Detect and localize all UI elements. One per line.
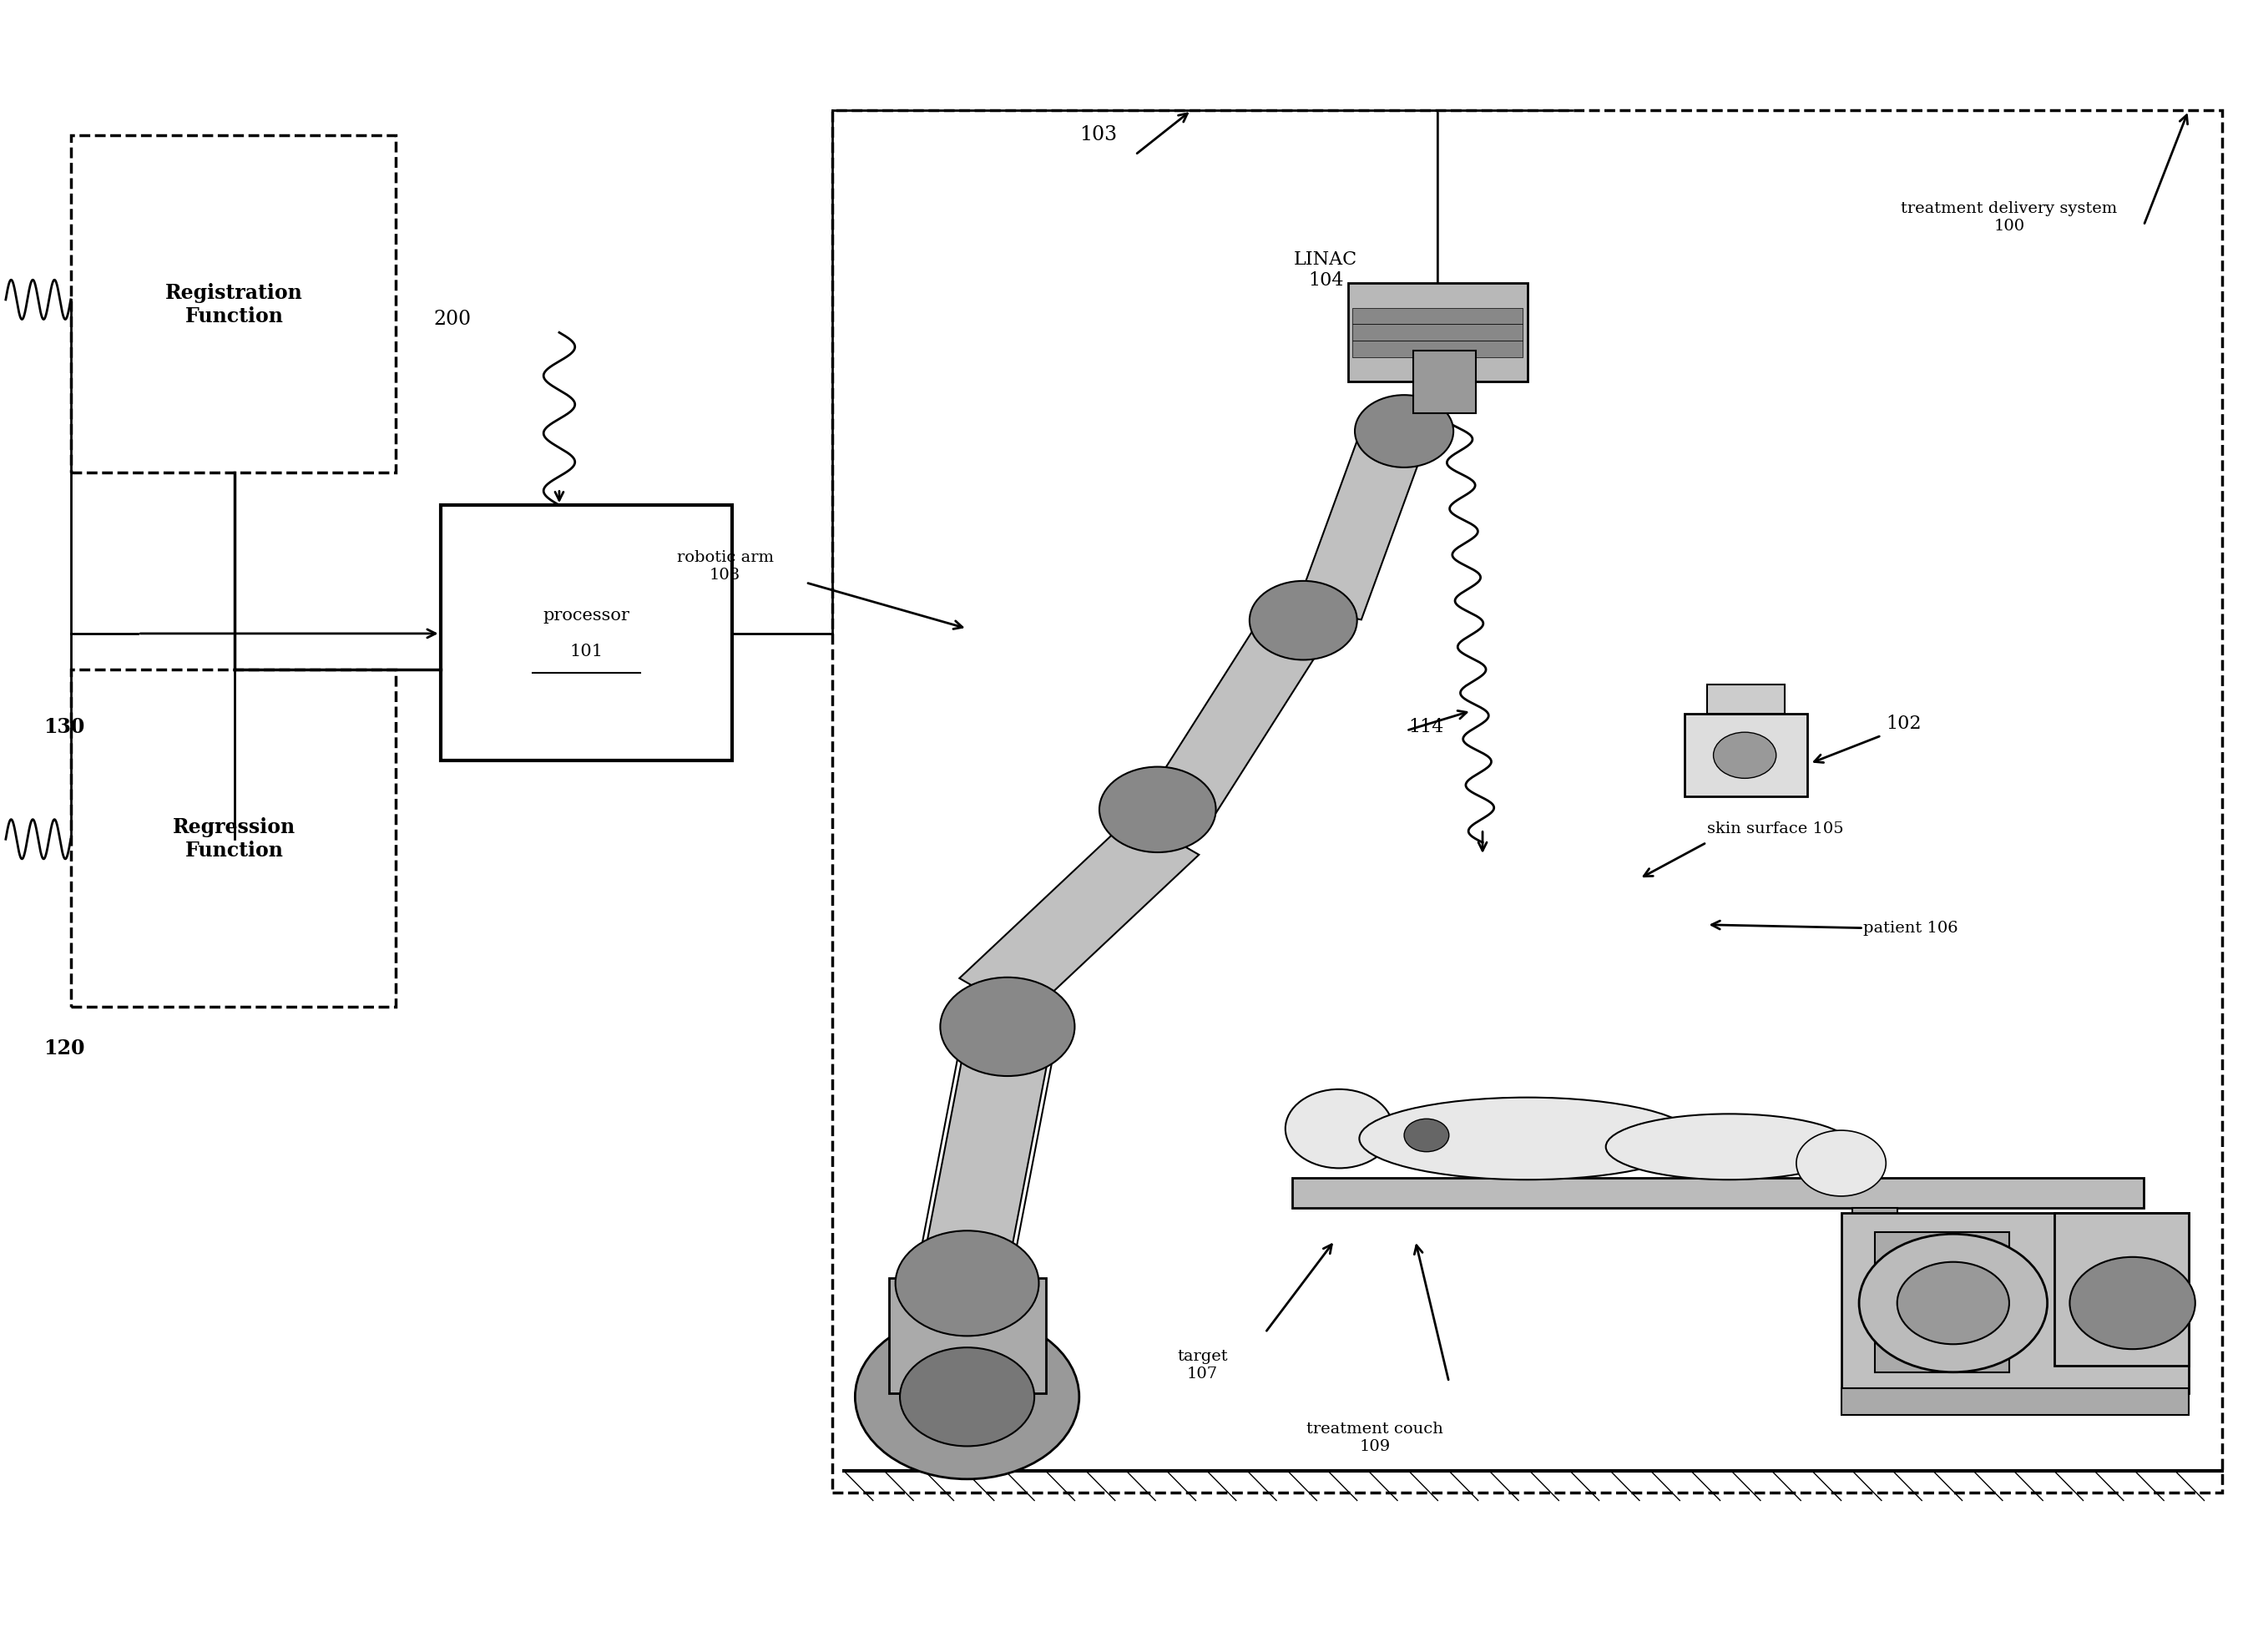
Text: 101: 101	[569, 644, 602, 659]
Polygon shape	[1353, 307, 1522, 324]
Text: Registration
Function: Registration Function	[166, 282, 303, 325]
Text: LINAC
104: LINAC 104	[1295, 249, 1358, 289]
Polygon shape	[888, 1279, 1045, 1394]
Ellipse shape	[1360, 1097, 1695, 1180]
Text: 114: 114	[1409, 719, 1443, 737]
Bar	[441, 506, 733, 760]
Text: patient 106: patient 106	[1864, 920, 1958, 935]
Bar	[1706, 684, 1785, 714]
Text: Regression
Function: Regression Function	[173, 818, 297, 861]
Circle shape	[940, 978, 1075, 1075]
Text: 120: 120	[43, 1037, 85, 1057]
Bar	[1841, 1213, 2190, 1394]
Text: treatment couch
109: treatment couch 109	[1306, 1422, 1443, 1454]
Bar	[1293, 1178, 2145, 1208]
Circle shape	[1713, 732, 1776, 778]
Bar	[1875, 1232, 2010, 1373]
Ellipse shape	[1605, 1113, 1852, 1180]
Circle shape	[2070, 1257, 2196, 1350]
Circle shape	[1356, 395, 1454, 468]
Text: 103: 103	[1079, 126, 1117, 145]
Polygon shape	[1297, 439, 1423, 620]
Text: 130: 130	[43, 717, 85, 737]
Bar	[1852, 1208, 1897, 1345]
Circle shape	[1859, 1234, 2048, 1373]
Bar	[1841, 1389, 2190, 1414]
Bar	[70, 135, 396, 472]
Circle shape	[1286, 1089, 1394, 1168]
Polygon shape	[1414, 350, 1477, 413]
Polygon shape	[1349, 282, 1526, 382]
Text: target
107: target 107	[1178, 1350, 1227, 1381]
Text: treatment delivery system
100: treatment delivery system 100	[1902, 202, 2118, 233]
Text: 102: 102	[1886, 715, 1922, 733]
Bar	[832, 111, 2221, 1492]
Text: skin surface 105: skin surface 105	[1706, 821, 1843, 838]
Polygon shape	[960, 816, 1198, 1016]
Bar	[1684, 714, 1807, 796]
Polygon shape	[1353, 324, 1522, 340]
Circle shape	[1897, 1262, 2010, 1345]
Circle shape	[854, 1315, 1079, 1479]
Bar	[70, 669, 396, 1008]
Circle shape	[1250, 582, 1358, 659]
Bar	[2055, 1213, 2190, 1366]
Circle shape	[1796, 1130, 1886, 1196]
Circle shape	[1099, 767, 1216, 852]
Circle shape	[1405, 1118, 1450, 1151]
Circle shape	[899, 1348, 1034, 1446]
Text: 200: 200	[434, 309, 472, 329]
Text: robotic arm
108: robotic arm 108	[677, 550, 773, 582]
Polygon shape	[1353, 340, 1522, 357]
Polygon shape	[919, 1041, 1050, 1285]
Circle shape	[895, 1231, 1039, 1336]
Text: processor: processor	[542, 608, 629, 623]
Polygon shape	[1149, 623, 1324, 816]
